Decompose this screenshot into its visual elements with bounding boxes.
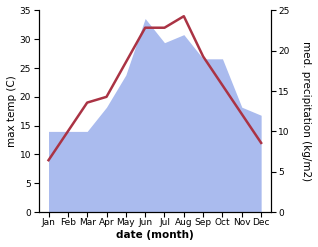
X-axis label: date (month): date (month)	[116, 230, 194, 240]
Y-axis label: max temp (C): max temp (C)	[7, 75, 17, 147]
Y-axis label: med. precipitation (kg/m2): med. precipitation (kg/m2)	[301, 41, 311, 181]
